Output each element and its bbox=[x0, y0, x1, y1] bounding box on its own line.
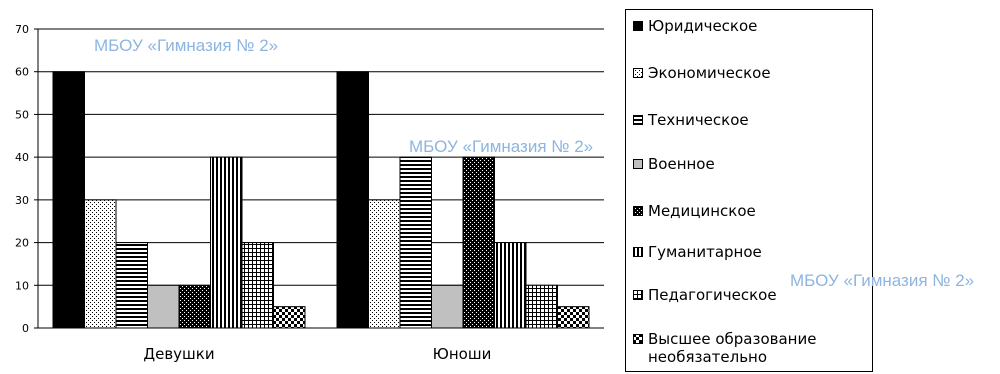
legend-label: Военное bbox=[648, 155, 715, 173]
legend-item: Гуманитарное bbox=[626, 243, 868, 261]
bar bbox=[84, 199, 117, 329]
y-tick-label: 50 bbox=[15, 108, 29, 121]
bar bbox=[494, 242, 527, 329]
bar bbox=[52, 71, 85, 329]
bar bbox=[336, 71, 369, 329]
y-tick-label: 70 bbox=[15, 23, 29, 36]
legend: Юридическое Экономическое Техническое Военн… bbox=[625, 9, 873, 372]
axes: 0 10 20 30 40 50 60 70 Девушки Юноши bbox=[15, 23, 604, 363]
legend-swatch bbox=[633, 334, 643, 344]
bar bbox=[462, 156, 495, 329]
legend-swatch bbox=[633, 115, 643, 125]
y-tick-label: 0 bbox=[22, 322, 29, 335]
y-tick-label: 20 bbox=[15, 237, 29, 250]
bar bbox=[525, 284, 558, 329]
watermark: МБОУ «Гимназия № 2» bbox=[409, 137, 594, 156]
watermark: МБОУ «Гимназия № 2» bbox=[94, 36, 279, 55]
legend-item: Педагогическое bbox=[626, 286, 868, 304]
legend-label: Высшее образование необязательно bbox=[648, 330, 817, 366]
y-tick-label: 40 bbox=[15, 151, 29, 164]
bar bbox=[210, 156, 243, 329]
bar bbox=[147, 284, 180, 329]
legend-swatch bbox=[633, 206, 643, 216]
y-tick-label: 30 bbox=[15, 194, 29, 207]
legend-label: Медицинское bbox=[648, 202, 756, 220]
bar bbox=[241, 242, 274, 329]
legend-item: Техническое bbox=[626, 111, 868, 129]
y-tick-label: 10 bbox=[15, 279, 29, 292]
legend-label: Педагогическое bbox=[648, 286, 777, 304]
x-tick-label: Девушки bbox=[143, 345, 214, 363]
legend-label: Гуманитарное bbox=[648, 243, 762, 261]
legend-swatch bbox=[633, 68, 643, 78]
watermark: МБОУ «Гимназия № 2» bbox=[790, 271, 975, 290]
bar bbox=[273, 306, 306, 329]
legend-swatch bbox=[633, 290, 643, 300]
legend-item: Юридическое bbox=[626, 17, 868, 35]
y-tick-label: 60 bbox=[15, 66, 29, 79]
legend-label: Юридическое bbox=[648, 17, 758, 35]
bar bbox=[557, 306, 590, 329]
bar bbox=[431, 284, 464, 329]
legend-item: Медицинское bbox=[626, 202, 868, 220]
legend-swatch bbox=[633, 247, 643, 257]
bar bbox=[368, 199, 401, 329]
bars bbox=[52, 71, 590, 329]
legend-swatch bbox=[633, 159, 643, 169]
legend-label: Техническое bbox=[648, 111, 749, 129]
x-tick-label: Юноши bbox=[433, 345, 492, 363]
bar bbox=[178, 284, 211, 329]
legend-item: Экономическое bbox=[626, 64, 868, 82]
bar bbox=[115, 242, 148, 329]
legend-swatch bbox=[633, 21, 643, 31]
legend-item: Военное bbox=[626, 155, 868, 173]
bar bbox=[399, 156, 432, 329]
legend-label: Экономическое bbox=[648, 64, 771, 82]
legend-item: Высшее образование необязательно bbox=[626, 330, 868, 366]
